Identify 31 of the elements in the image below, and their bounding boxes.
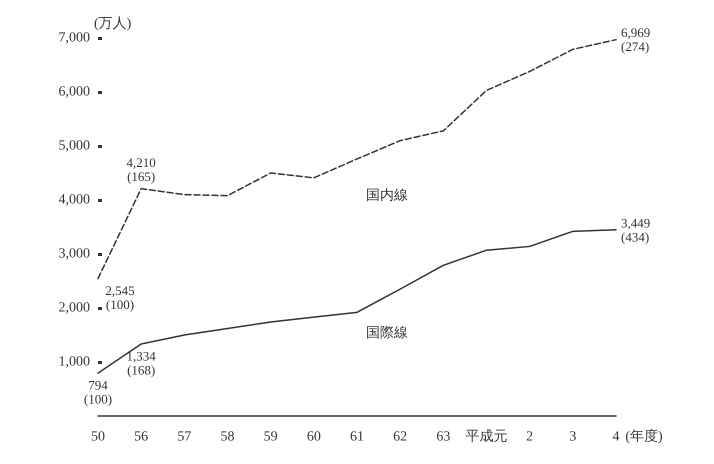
x-tick-label: 3 (569, 430, 576, 444)
y-tick-label: 7,000 (58, 30, 90, 46)
x-tick-label: 4 (612, 430, 620, 444)
data-label: 3,449 (434) (621, 215, 650, 244)
data-label: 6,969 (274) (621, 25, 650, 54)
x-tick-label: 50 (91, 430, 105, 444)
y-tick-label: 1,000 (58, 354, 90, 370)
x-tick-label: 61 (350, 430, 364, 444)
x-tick-label: 57 (177, 430, 192, 444)
y-tick-label: 2,000 (58, 300, 90, 316)
y-tick-label: 5,000 (58, 138, 90, 154)
x-tick-label: 56 (134, 430, 148, 444)
x-tick-label: 62 (393, 430, 408, 444)
x-tick-label: 平成元 (466, 428, 508, 444)
x-tick-label: 2 (526, 430, 534, 444)
data-label: 794 (100) (84, 378, 112, 407)
series-label: 国際線 (366, 324, 408, 341)
x-tick-label: 60 (306, 430, 321, 444)
data-label: 4,210 (165) (126, 155, 156, 184)
x-tick-label: 63 (436, 430, 450, 444)
y-axis-title: (万人) (94, 16, 132, 32)
line-series (97, 38, 617, 280)
text: 国内線 (366, 187, 408, 204)
data-label: 2,545 (100) (105, 283, 135, 312)
y-tick-label: 4,000 (58, 192, 90, 208)
y-tick-label: 6,000 (58, 84, 90, 100)
x-tick-label: 58 (220, 430, 234, 444)
y-tick-label: 3,000 (58, 246, 90, 262)
x-axis-title: (年度) (625, 428, 664, 444)
data-label: 1,334 (168) (126, 348, 156, 378)
x-tick-label: 59 (264, 430, 278, 444)
